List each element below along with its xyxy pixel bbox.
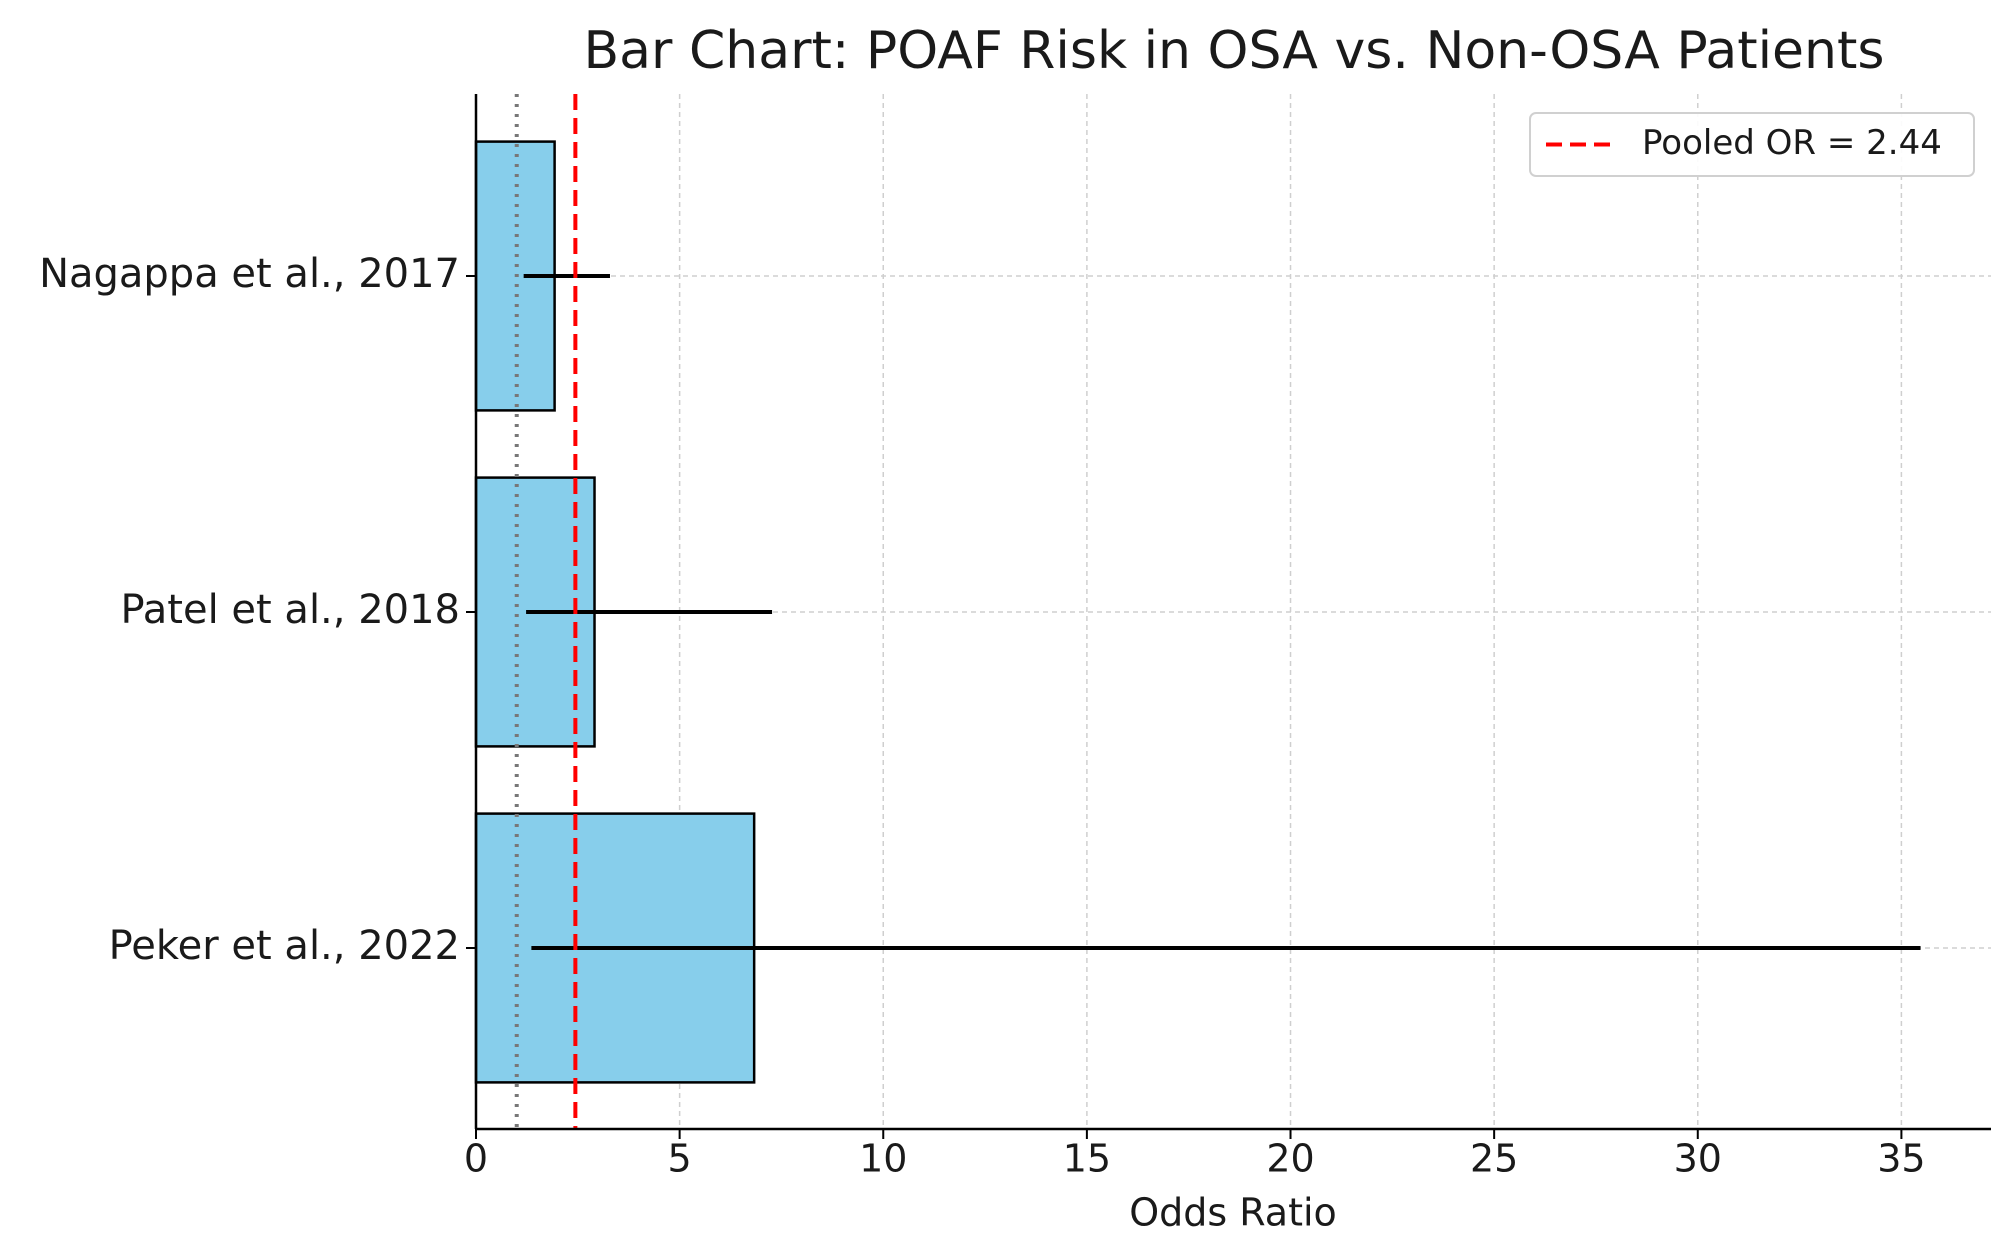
- y-tick-label: Nagappa et al., 2017: [39, 251, 460, 297]
- x-tick-label: 0: [464, 1137, 488, 1181]
- legend-box: [1529, 112, 1975, 177]
- x-tick-label: 10: [859, 1137, 907, 1181]
- x-axis-label: Odds Ratio: [1129, 1191, 1337, 1235]
- y-tick-label: Peker et al., 2022: [109, 923, 460, 969]
- x-tick-label: 30: [1674, 1137, 1722, 1181]
- y-tick-label: Patel et al., 2018: [120, 587, 460, 633]
- x-tick-label: 5: [668, 1137, 692, 1181]
- x-tick-label: 20: [1266, 1137, 1314, 1181]
- x-tick-label: 15: [1063, 1137, 1111, 1181]
- legend-label: Pooled OR = 2.44: [1642, 123, 1942, 163]
- x-tick-label: 25: [1470, 1137, 1518, 1181]
- chart-title: Bar Chart: POAF Risk in OSA vs. Non-OSA …: [584, 21, 1885, 81]
- x-tick-label: 35: [1877, 1137, 1925, 1181]
